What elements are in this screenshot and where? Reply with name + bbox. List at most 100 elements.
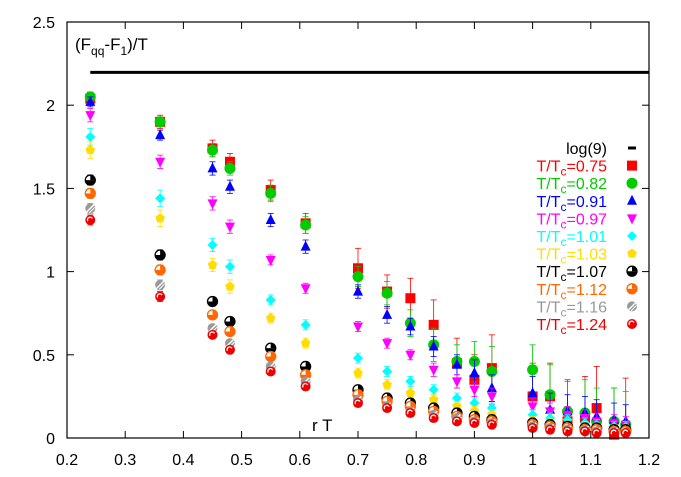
legend-label: T/Tc=0.97	[537, 211, 608, 231]
data-point	[428, 340, 439, 351]
data-point	[353, 322, 363, 333]
data-point	[225, 281, 235, 291]
data-point	[300, 381, 311, 392]
data-point	[155, 213, 165, 223]
legend-label: T/Tc=1.07	[537, 264, 608, 284]
series-9	[85, 214, 631, 439]
x-axis-ticks: 0.2 0.3 0.4 0.5 0.6 0.7 0.8 0.9 1 1.1 1.2	[56, 22, 660, 469]
data-point	[206, 295, 219, 308]
x-axis-title: r T	[312, 416, 332, 435]
legend-marker	[626, 177, 638, 189]
data-point	[620, 428, 631, 439]
data-point	[224, 261, 235, 272]
y-axis-title: (Fqq-F1)/T	[75, 35, 148, 58]
data-point	[382, 379, 392, 389]
data-point	[154, 264, 166, 276]
data-point	[486, 365, 498, 377]
data-point	[382, 366, 393, 377]
data-point	[300, 319, 311, 330]
data-point	[527, 423, 538, 434]
legend-label: T/Tc=0.75	[537, 159, 608, 179]
data-point	[579, 426, 590, 437]
data-point	[265, 294, 276, 305]
y-tick-label: 2.5	[33, 15, 55, 32]
data-point	[224, 325, 236, 338]
data-point	[469, 418, 480, 429]
data-point	[428, 365, 439, 376]
data-point	[300, 240, 311, 251]
data-point	[154, 249, 166, 261]
data-point	[353, 353, 363, 364]
data-point	[84, 174, 96, 186]
data-point	[85, 145, 96, 155]
x-tick-label: 1	[528, 452, 537, 469]
data-point	[428, 384, 439, 395]
data-point	[545, 424, 556, 435]
data-point	[85, 95, 96, 106]
legend-marker	[627, 214, 637, 225]
x-tick-label: 0.5	[230, 452, 252, 469]
data-point	[155, 291, 166, 302]
data-point	[352, 271, 364, 283]
x-tick-label: 0.6	[289, 452, 311, 469]
data-point	[382, 403, 393, 414]
data-point	[224, 222, 235, 233]
legend-label-log9: log(9)	[566, 141, 607, 158]
data-point	[527, 387, 538, 398]
data-point	[265, 313, 276, 323]
data-point	[527, 364, 539, 376]
data-point	[405, 293, 416, 304]
data-point	[405, 376, 416, 387]
data-point	[207, 199, 218, 210]
legend-label: T/Tc=1.24	[537, 317, 608, 337]
y-tick-label: 0	[46, 431, 55, 448]
data-point	[224, 344, 235, 355]
data-point	[451, 358, 462, 369]
legend-label: T/Tc=1.12	[537, 282, 608, 302]
data-point	[154, 116, 166, 128]
data-point	[207, 239, 218, 250]
x-tick-label: 1.2	[638, 452, 660, 469]
data-point	[300, 219, 312, 231]
data-point	[382, 308, 393, 319]
data-point	[224, 315, 236, 328]
data-point	[265, 366, 276, 377]
legend-label: T/Tc=1.03	[537, 247, 608, 267]
x-tick-label: 0.8	[405, 452, 427, 469]
data-point	[428, 319, 439, 330]
y-tick-label: 2	[46, 98, 55, 115]
data-point	[155, 129, 166, 140]
legend: log(9)T/Tc=0.75T/Tc=0.82T/Tc=0.91T/Tc=0.…	[537, 141, 638, 337]
legend-marker	[627, 301, 637, 312]
data-point	[486, 403, 497, 414]
data-point	[381, 287, 393, 299]
data-point	[451, 377, 462, 388]
data-point	[405, 320, 416, 331]
data-point	[382, 339, 393, 350]
data-point	[265, 214, 276, 225]
data-point	[85, 111, 96, 122]
data-point	[469, 385, 480, 396]
legend-marker	[627, 248, 637, 258]
legend-marker	[627, 231, 637, 241]
data-point	[265, 187, 277, 199]
data-point	[486, 419, 497, 430]
data-point	[353, 368, 363, 378]
data-point	[428, 413, 439, 424]
data-point	[155, 157, 166, 168]
legend-label: T/Tc=1.01	[537, 229, 608, 249]
data-point	[300, 284, 311, 295]
data-point	[405, 408, 416, 419]
x-tick-label: 0.2	[56, 452, 78, 469]
data-point	[469, 367, 480, 378]
data-point	[207, 259, 218, 269]
legend-marker	[626, 265, 638, 277]
y-tick-label: 1	[46, 265, 55, 282]
y-tick-label: 0.5	[33, 348, 55, 365]
data-point	[591, 428, 602, 439]
legend-label: T/Tc=1.16	[537, 299, 608, 319]
x-tick-label: 0.7	[347, 452, 369, 469]
data-point	[353, 398, 363, 409]
data-point	[609, 428, 620, 439]
